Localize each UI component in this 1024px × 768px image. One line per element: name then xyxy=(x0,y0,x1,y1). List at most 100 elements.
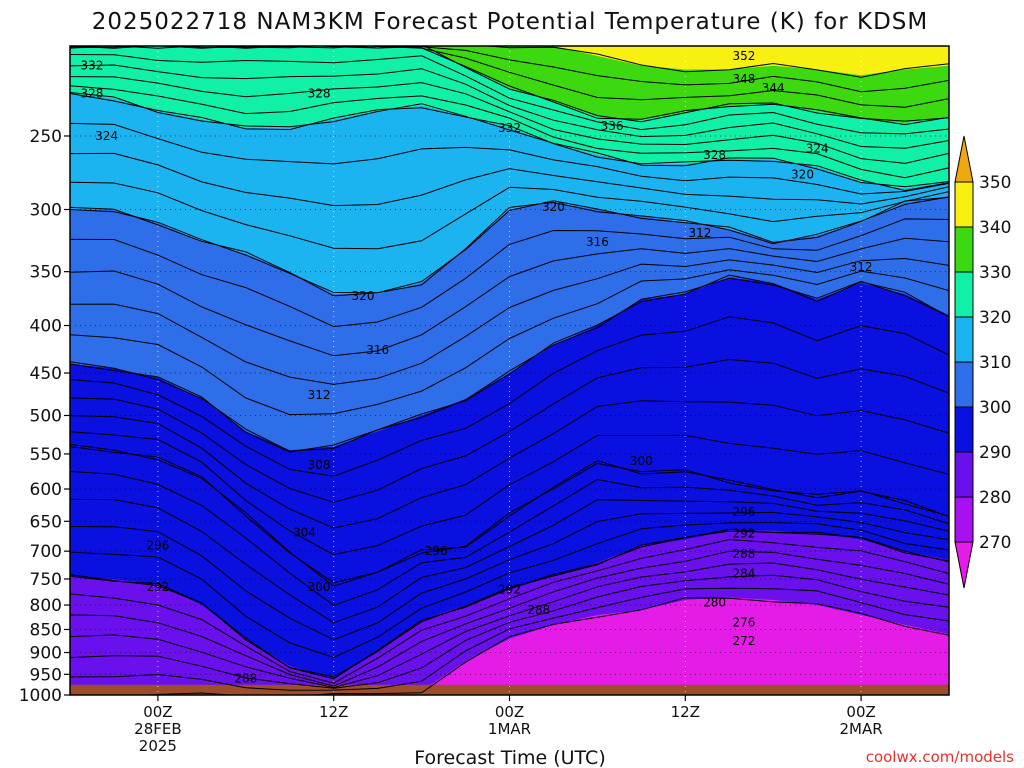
y-tick-label: 900 xyxy=(30,644,62,664)
colorbar-tick-label: 330 xyxy=(979,263,1011,283)
contour-label: 312 xyxy=(850,260,873,274)
x-tick-label: 12Z xyxy=(319,703,348,721)
y-tick-label: 500 xyxy=(30,406,62,426)
contours xyxy=(70,46,949,695)
colorbar-segment xyxy=(954,271,974,318)
colorbar-segment xyxy=(954,316,974,363)
colorbar-segment xyxy=(954,406,974,453)
y-tick-label: 750 xyxy=(30,570,62,590)
contour-line xyxy=(70,181,949,250)
x-tick-label: 28FEB xyxy=(134,720,181,738)
contour-line xyxy=(70,498,949,624)
x-tick-label: 00Z xyxy=(143,703,172,721)
colorbar-tick-label: 350 xyxy=(979,173,1011,193)
contour-label: 288 xyxy=(732,547,755,561)
contour-labels: 332 328 324 328 332 336 328 324 320 348 352 344 320 3… xyxy=(81,49,873,686)
contour-label: 328 xyxy=(308,86,331,100)
contour-line xyxy=(70,446,949,584)
contour-label: 276 xyxy=(732,615,755,629)
contour-label: 292 xyxy=(498,583,521,597)
x-tick-label: 00Z xyxy=(495,703,524,721)
contour-label: 328 xyxy=(81,86,104,100)
x-axis-label: Forecast Time (UTC) xyxy=(414,747,605,768)
contour-line xyxy=(70,196,949,294)
y-tick-label: 450 xyxy=(30,364,62,384)
contour-label: 300 xyxy=(308,580,331,594)
colorbar-tick-label: 320 xyxy=(979,308,1011,328)
grid xyxy=(70,46,949,695)
contour-line xyxy=(70,76,949,164)
contour-label: 336 xyxy=(601,119,624,133)
contour-label: 312 xyxy=(308,388,331,402)
chart-title: 2025022718 NAM3KM Forecast Potential Tem… xyxy=(92,9,929,35)
colorbar-tick-label: 280 xyxy=(979,488,1011,508)
contour-line xyxy=(70,122,949,195)
contour-label: 332 xyxy=(498,121,521,135)
contour-label: 320 xyxy=(791,167,814,181)
colorbar: 270 280 290 300 310 320 330 340 350 xyxy=(954,135,1011,589)
y-tick-label: 550 xyxy=(30,445,62,465)
contour-line xyxy=(70,93,949,192)
contour-line xyxy=(70,550,949,687)
contour-label: 292 xyxy=(732,527,755,541)
y-tick-label: 250 xyxy=(30,127,62,147)
contour-line xyxy=(70,218,949,328)
y-tick-label: 950 xyxy=(30,665,62,685)
contour-label: 316 xyxy=(586,235,609,249)
y-tick-label: 350 xyxy=(30,263,62,283)
contour-label: 324 xyxy=(806,142,829,156)
contour-line xyxy=(70,152,949,207)
x-tick-label: 2025 xyxy=(139,737,177,755)
contour-line xyxy=(70,562,949,689)
colorbar-segment xyxy=(954,361,974,408)
contour-label: 296 xyxy=(146,538,169,552)
ground-surface xyxy=(70,684,949,695)
contour-line xyxy=(70,400,949,529)
contour-line xyxy=(70,54,949,135)
contour-label: 332 xyxy=(81,59,104,73)
y-tick-label: 850 xyxy=(30,620,62,640)
contour-line xyxy=(70,257,949,385)
contour-label: 284 xyxy=(732,567,755,581)
contour-label: 328 xyxy=(703,148,726,162)
contour-label: 288 xyxy=(234,672,257,686)
colorbar-bottom-arrow xyxy=(954,541,974,589)
contour-line xyxy=(70,64,949,149)
contour-label: 288 xyxy=(527,603,550,617)
colorbar-tick-label: 270 xyxy=(979,533,1011,553)
contour-label: 312 xyxy=(688,226,711,240)
contour-line xyxy=(70,574,949,689)
contour-line xyxy=(70,46,949,126)
colorbar-top-arrow xyxy=(954,135,974,183)
colorbar-segment xyxy=(954,496,974,543)
contour-label: 272 xyxy=(732,634,755,648)
colorbar-segment xyxy=(954,451,974,498)
colorbar-tick-label: 290 xyxy=(979,443,1011,463)
credit-text: coolwx.com/models xyxy=(866,748,1014,766)
y-tick-label: 650 xyxy=(30,512,62,532)
contour-label: 320 xyxy=(352,289,375,303)
x-tick-label: 1MAR xyxy=(488,720,531,738)
x-tick-label: 2MAR xyxy=(840,720,883,738)
contour-label: 348 xyxy=(732,72,755,86)
contour-line xyxy=(70,587,949,691)
colorbar-tick-label: 310 xyxy=(979,353,1011,373)
contour-label: 344 xyxy=(762,81,785,95)
band-fill xyxy=(70,446,949,679)
contour-label: 292 xyxy=(146,580,169,594)
contour-line xyxy=(70,316,949,477)
y-tick-label: 400 xyxy=(30,317,62,337)
contour-line xyxy=(70,269,949,416)
contour-line xyxy=(70,92,949,188)
colorbar-segment xyxy=(954,226,974,273)
x-tick-label: 12Z xyxy=(671,703,700,721)
contour-label: 308 xyxy=(308,458,331,472)
contour-line xyxy=(70,431,949,556)
contour-line xyxy=(70,358,949,503)
colorbar-segment xyxy=(954,181,974,228)
contour-label: 296 xyxy=(425,544,448,558)
x-tick-label: 00Z xyxy=(846,703,875,721)
contour-label: 300 xyxy=(630,454,653,468)
